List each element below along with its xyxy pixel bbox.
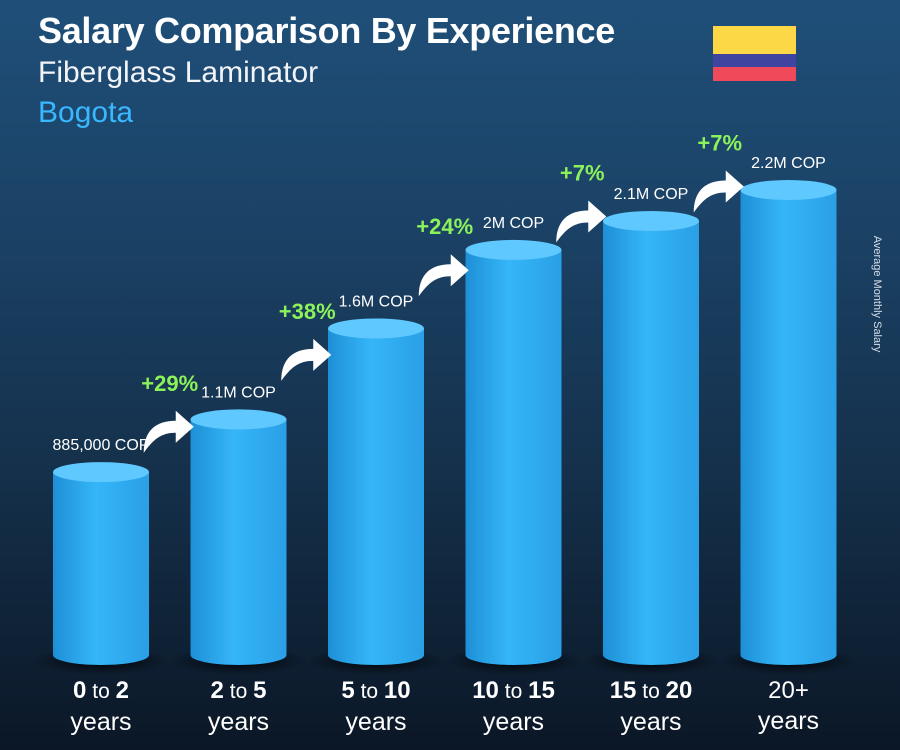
increase-arrow-icon — [556, 200, 607, 243]
job-title: Fiberglass Laminator — [38, 56, 319, 89]
flag-stripe-red — [713, 67, 796, 81]
salary-bar — [465, 249, 562, 665]
bar-top — [740, 180, 837, 200]
salary-bar — [740, 190, 837, 665]
colombia-flag-icon — [713, 26, 796, 81]
value-label: 2M COP — [483, 215, 544, 232]
salary-bar — [190, 419, 287, 665]
bar-top — [328, 318, 424, 339]
increase-label: +7% — [697, 131, 742, 156]
flag-stripe-yellow — [713, 26, 796, 54]
value-label: 2.1M COP — [614, 186, 689, 203]
bar-top — [190, 409, 287, 430]
increase-label: +38% — [279, 299, 336, 324]
x-tick-label: 5 to 10 years — [341, 677, 411, 736]
salary-bar — [328, 328, 424, 665]
increase-arrow-icon — [693, 170, 744, 213]
x-tick-label: 15 to 20 years — [609, 677, 693, 736]
salary-bar — [603, 221, 699, 665]
chart-title: Salary Comparison By Experience — [38, 10, 615, 51]
value-label: 1.6M COP — [339, 293, 414, 310]
x-tick-label: 0 to 2 years — [70, 677, 132, 736]
x-tick-label: 20+ years — [757, 677, 820, 735]
value-label: 1.1M COP — [201, 384, 276, 401]
x-tick-label: 10 to 15 years — [472, 677, 555, 736]
increase-label: +7% — [560, 160, 605, 185]
increase-arrow-icon — [281, 338, 332, 381]
increase-arrow-icon — [418, 254, 469, 297]
bar-top — [53, 462, 149, 483]
increase-label: +29% — [141, 371, 198, 396]
x-tick-label: 2 to 5 years — [207, 677, 270, 736]
increase-label: +24% — [416, 214, 473, 239]
bar-top — [603, 211, 699, 231]
value-label: 885,000 COP — [53, 437, 150, 454]
city-name: Bogota — [38, 96, 134, 129]
increase-arrow-icon — [143, 410, 194, 453]
value-label: 2.2M COP — [751, 155, 826, 172]
flag-stripe-blue — [713, 54, 796, 67]
salary-bar — [53, 472, 149, 665]
bar-top — [465, 239, 562, 260]
